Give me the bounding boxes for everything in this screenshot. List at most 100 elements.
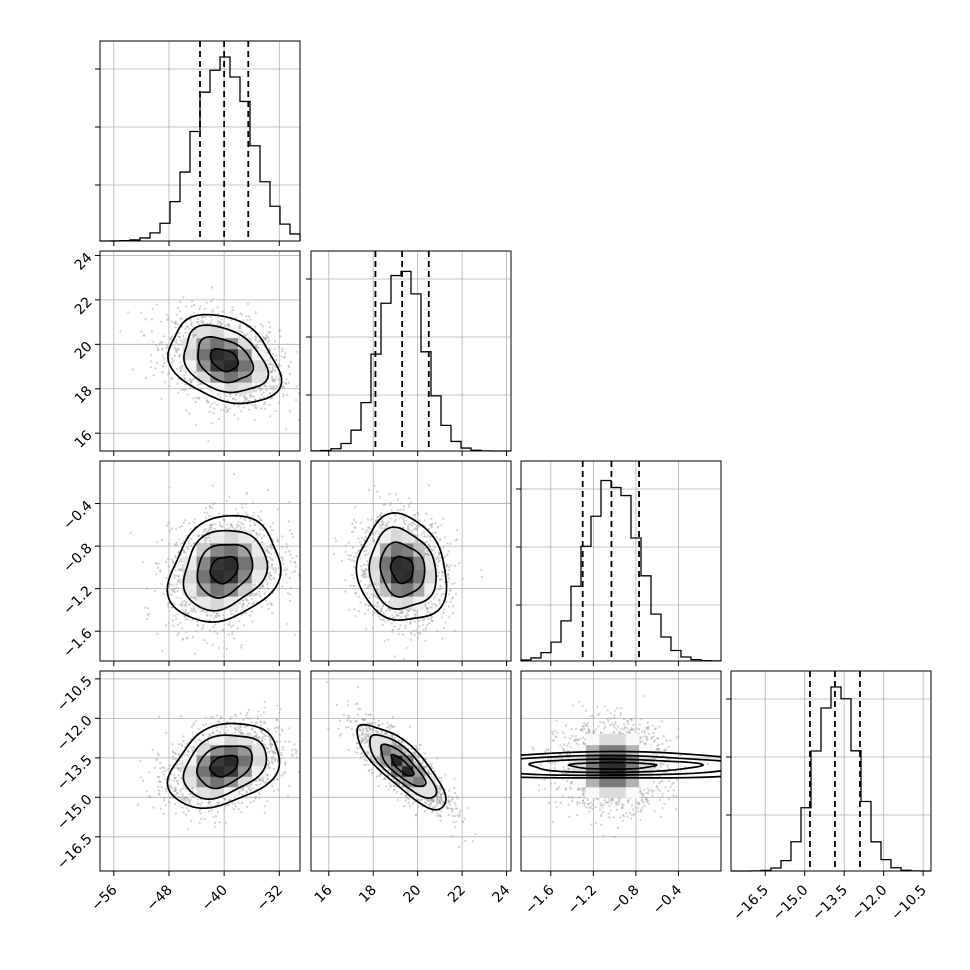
sample-point	[271, 529, 274, 532]
sample-point	[272, 388, 275, 391]
sample-point	[364, 569, 367, 572]
sample-point	[245, 598, 248, 601]
sample-point	[205, 536, 208, 539]
sample-point	[416, 611, 419, 614]
sample-point	[357, 610, 360, 613]
sample-point	[360, 565, 363, 568]
sample-point	[217, 613, 220, 616]
sample-point	[276, 538, 279, 541]
sample-point	[186, 618, 189, 621]
sample-point	[165, 524, 168, 527]
sample-point	[242, 333, 245, 337]
density-cell	[224, 371, 239, 383]
sample-point	[270, 377, 274, 380]
sample-point	[161, 365, 165, 368]
sample-point	[166, 603, 170, 606]
sample-point	[190, 304, 193, 308]
sample-point	[434, 605, 437, 608]
sample-point	[427, 552, 430, 555]
sample-point	[294, 561, 297, 564]
sample-point	[409, 620, 412, 623]
sample-point	[388, 603, 392, 606]
sample-point	[413, 540, 416, 543]
sample-point	[196, 320, 199, 324]
sample-point	[242, 604, 245, 607]
sample-point	[199, 387, 203, 391]
density-cell	[196, 569, 211, 584]
sample-point	[193, 372, 196, 375]
density-grid	[182, 326, 267, 394]
sample-point	[194, 610, 197, 613]
sample-point	[177, 347, 180, 350]
sample-point	[364, 603, 367, 606]
sample-point	[248, 408, 251, 411]
sample-point	[172, 359, 175, 362]
sample-point	[175, 339, 178, 342]
sample-point	[272, 379, 275, 382]
sample-point	[301, 565, 303, 567]
sample-point	[212, 412, 215, 415]
sample-point	[262, 528, 265, 531]
histogram-frame	[730, 670, 932, 872]
sample-point	[170, 377, 173, 380]
sample-point	[204, 527, 207, 530]
sample-point	[155, 562, 158, 565]
sample-point	[424, 547, 427, 550]
sample-point	[238, 620, 241, 623]
sample-point	[155, 303, 158, 306]
sample-point	[177, 348, 180, 351]
sample-point	[214, 523, 217, 526]
sample-point	[237, 405, 240, 408]
sample-point	[447, 605, 450, 608]
sample-point	[430, 524, 433, 528]
sample-point	[260, 387, 263, 390]
sample-point	[405, 646, 408, 649]
sample-point	[226, 523, 229, 526]
sample-point	[192, 596, 195, 599]
sample-point	[188, 522, 191, 525]
sample-point	[268, 403, 271, 406]
sample-point	[249, 524, 252, 527]
sample-point	[266, 581, 269, 584]
sample-point	[399, 624, 402, 627]
sample-point	[274, 567, 277, 570]
sample-point	[436, 574, 439, 577]
sample-point	[185, 388, 188, 391]
sample-point	[249, 394, 252, 397]
sample-point	[216, 306, 219, 309]
sample-point	[391, 628, 395, 631]
density-cell	[224, 382, 239, 394]
sample-point	[209, 322, 212, 325]
sample-point	[178, 568, 181, 571]
sample-point	[270, 397, 273, 400]
sample-point	[217, 646, 220, 650]
sample-point	[280, 556, 283, 559]
sample-point	[179, 621, 182, 624]
sample-point	[438, 539, 442, 542]
sample-point	[370, 585, 373, 588]
sample-point	[269, 415, 272, 418]
sample-point	[230, 612, 233, 616]
sample-point	[274, 571, 277, 574]
sample-point	[171, 606, 174, 609]
sample-point	[233, 527, 236, 531]
sample-point	[149, 366, 152, 369]
sample-point	[256, 534, 259, 537]
sample-point	[381, 527, 384, 530]
sample-point	[429, 535, 432, 538]
sample-point	[267, 608, 270, 611]
sample-point	[194, 328, 197, 331]
sample-point	[438, 538, 442, 541]
sample-point	[270, 603, 273, 606]
sample-point	[272, 386, 275, 389]
sample-point	[415, 629, 418, 632]
sample-point	[271, 363, 274, 366]
sample-point	[267, 363, 270, 366]
sample-point	[347, 554, 350, 557]
sample-point	[388, 600, 391, 603]
sample-point	[253, 419, 256, 422]
sample-point	[364, 545, 367, 548]
sample-point	[376, 515, 379, 519]
sample-point	[271, 547, 274, 550]
sample-point	[163, 362, 166, 365]
